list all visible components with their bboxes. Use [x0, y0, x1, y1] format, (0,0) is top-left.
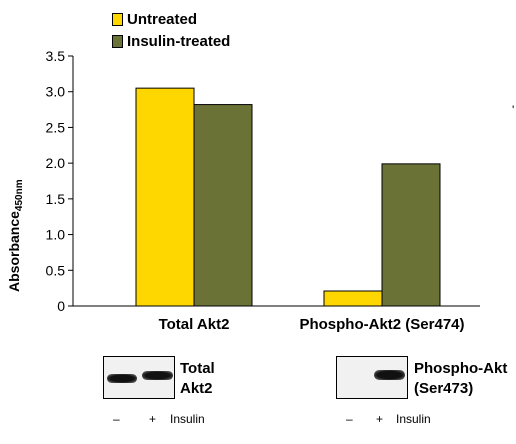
blot-label-total-akt2: Total Akt2: [180, 359, 215, 399]
x-category-label: Total Akt2: [159, 316, 230, 333]
y-tick-label: 0: [57, 298, 65, 314]
y-tick-label: 1.5: [46, 191, 66, 207]
blot-band-minus: [107, 374, 137, 383]
blot-label-line2: (Ser473): [414, 380, 474, 397]
blot-label-line2: Akt2: [180, 380, 213, 397]
lane-plus-label: +: [376, 412, 384, 426]
lane-minus-label: –: [113, 412, 120, 426]
legend-swatch-untreated: [112, 12, 123, 26]
legend-swatch-insulin-treated: [112, 34, 123, 48]
blot-label-line1: Total: [180, 360, 215, 377]
y-tick-label: 3.0: [46, 84, 66, 100]
y-tick-label: 2.0: [46, 155, 66, 171]
bar-insulin-treated-1: [381, 163, 441, 307]
y-tick-label: 1.0: [46, 227, 66, 243]
legend-item-untreated: Untreated: [112, 8, 230, 30]
bar-insulin-treated-0: [193, 104, 253, 307]
western-blot-total-akt2: [103, 356, 175, 399]
y-axis-label-main: Absorbance: [6, 211, 22, 292]
y-tick-label: 2.5: [46, 119, 66, 135]
lane-treatment-label: Insulin: [396, 412, 431, 426]
y-axis-label: Absorbance450nm: [6, 179, 25, 292]
y-tick-label: 3.5: [46, 48, 66, 64]
x-category-label: Phospho-Akt2 (Ser474): [299, 316, 464, 333]
legend: Untreated Insulin-treated: [112, 8, 230, 52]
legend-item-insulin-treated: Insulin-treated: [112, 30, 230, 52]
legend-label-insulin-treated: Insulin-treated: [127, 32, 231, 50]
blot-label-phospho-akt: Phospho-Akt (Ser473): [414, 359, 507, 399]
blot-band-plus: [374, 370, 405, 380]
western-blot-phospho-akt: [336, 356, 408, 399]
stray-mark: ': [512, 103, 515, 117]
blot-label-line1: Phospho-Akt: [414, 360, 508, 377]
y-axis-label-subscript: 450nm: [14, 179, 25, 212]
bar-untreated-1: [323, 290, 383, 307]
y-tick-label: 0.5: [46, 262, 66, 278]
blot-band-plus: [142, 371, 173, 380]
lane-plus-label: +: [149, 412, 157, 426]
lane-minus-label: –: [346, 412, 353, 426]
legend-label-untreated: Untreated: [127, 10, 198, 28]
bar-untreated-0: [135, 87, 195, 307]
lane-treatment-label: Insulin: [170, 412, 205, 426]
